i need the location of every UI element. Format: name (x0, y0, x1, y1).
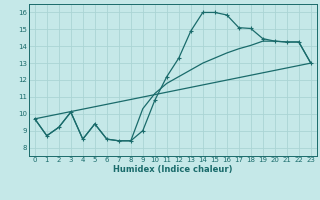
X-axis label: Humidex (Indice chaleur): Humidex (Indice chaleur) (113, 165, 233, 174)
